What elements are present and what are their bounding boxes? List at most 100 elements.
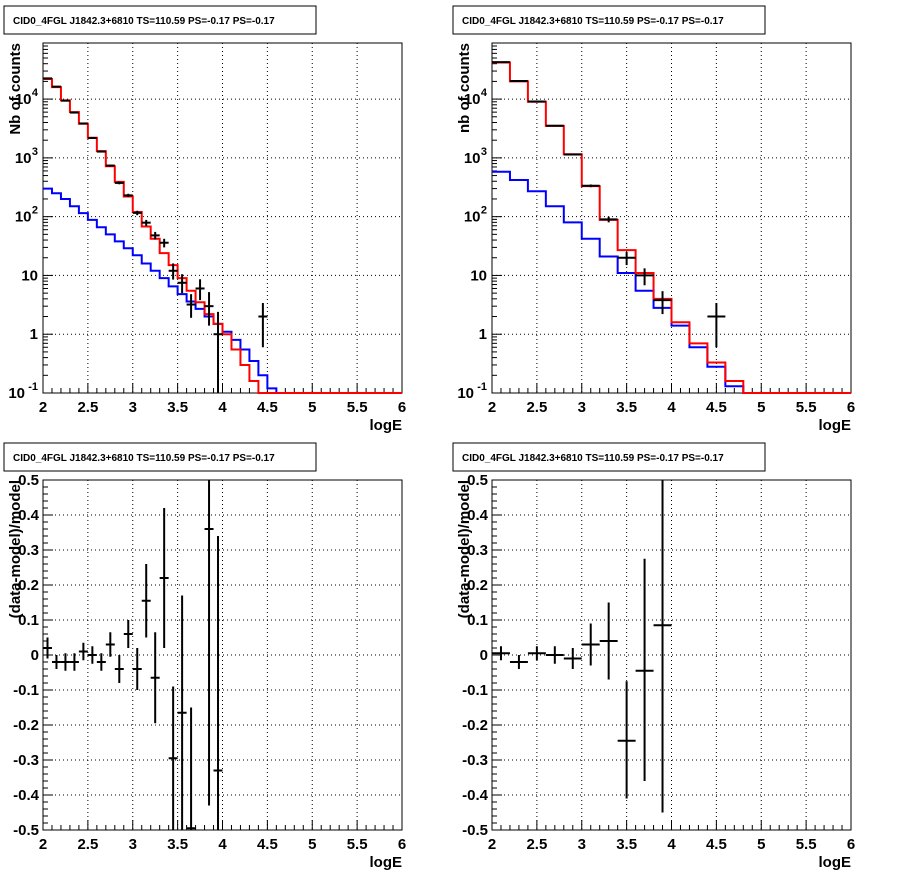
x-tick-label: 5.5 (796, 836, 817, 853)
residual-point (204, 480, 214, 806)
x-tick-label: 6 (398, 399, 406, 416)
y-axis-label: nb of counts (456, 43, 473, 133)
data-point (186, 294, 196, 318)
data-point (105, 164, 115, 167)
x-axis-label: logE (819, 417, 852, 434)
y-tick-label: 10 (15, 209, 32, 226)
y-tick-label: -0.2 (462, 717, 488, 734)
x-tick-label: 4 (218, 836, 227, 853)
panel-counts-right: CID0_4FGL J1842.3+6810 TS=110.59 PS=-0.1… (452, 5, 855, 434)
y-tick-label: 10 (464, 150, 481, 167)
residual-point (141, 564, 151, 638)
residual-point (69, 653, 79, 671)
residual-point (527, 646, 546, 661)
residual-point (96, 653, 106, 671)
x-tick-label: 2.5 (77, 836, 98, 853)
data-point (78, 122, 88, 125)
data-point (51, 85, 61, 88)
y-tick-label: -0.1 (462, 682, 488, 699)
y-tick-label: -0.4 (462, 787, 489, 804)
x-tick-label: 4.5 (257, 836, 278, 853)
y-tick-label: -0.1 (13, 682, 39, 699)
data-point (653, 291, 672, 315)
x-tick-label: 6 (398, 836, 406, 853)
y-tick-label-exponent: 3 (481, 146, 487, 158)
x-tick-label: 4 (667, 836, 676, 853)
x-tick-label: 4.5 (706, 399, 727, 416)
data-point (617, 252, 636, 266)
residual-point (168, 686, 178, 830)
x-tick-label: 5 (757, 399, 765, 416)
x-axis-label: logE (370, 417, 403, 434)
y-tick-label: 10 (8, 385, 25, 402)
residual-point (132, 648, 142, 690)
residual-point (617, 681, 636, 799)
y-tick-label: 0.2 (467, 577, 488, 594)
y-tick-label-exponent: 4 (481, 87, 488, 99)
y-tick-label: 10 (15, 150, 32, 167)
x-tick-label: 3.5 (616, 399, 637, 416)
y-tick-label: -0.3 (13, 752, 39, 769)
y-tick-label: 0.1 (467, 612, 488, 629)
x-tick-label: 4.5 (257, 399, 278, 416)
x-tick-label: 3.5 (167, 836, 188, 853)
data-point (258, 302, 268, 348)
y-tick-label: 0.3 (467, 542, 488, 559)
residual-point (653, 480, 672, 813)
panel-title: CID0_4FGL J1842.3+6810 TS=110.59 PS=-0.1… (13, 16, 275, 27)
x-tick-label: 2 (39, 399, 47, 416)
data-point (43, 77, 52, 80)
x-tick-label: 5.5 (796, 399, 817, 416)
y-tick-label: -0.5 (462, 822, 488, 839)
plot-area: 2 2.5 3 3.5 4 4.5 5 5.5 6 -0.5 -0.4 -0.3 -0.2 -0.1 0 0.… (456, 472, 855, 871)
residual-point (150, 632, 160, 724)
plot-area: 2 2.5 3 3.5 4 4.5 5 5.5 6 -0.5 -0.4 -0.3 -0.2 -0.1 0 0.… (7, 472, 406, 871)
panel-residuals-right: CID0_4FGL J1842.3+6810 TS=110.59 PS=-0.1… (452, 442, 855, 871)
y-tick-label: 0.3 (18, 542, 39, 559)
y-tick-label-exponent: 4 (32, 87, 39, 99)
y-axis-label: (data-model)/model (456, 480, 473, 618)
data-point (177, 274, 187, 294)
x-tick-label: 6 (847, 836, 855, 853)
y-tick-label: 0.5 (18, 472, 39, 489)
title-box (3, 5, 317, 35)
residual-point (492, 646, 510, 661)
data-point (69, 111, 79, 114)
residual-point (78, 642, 88, 661)
y-tick-label-exponent: -1 (28, 381, 38, 393)
title-box (452, 5, 766, 35)
y-axis-label: (data-model)/model (7, 480, 24, 618)
x-tick-label: 3.5 (167, 399, 188, 416)
residual-point (213, 536, 223, 830)
x-tick-label: 3.5 (616, 836, 637, 853)
residual-point (60, 653, 70, 671)
x-tick-label: 5.5 (347, 836, 368, 853)
residual-point (563, 648, 582, 669)
y-tick-label: 0 (480, 647, 488, 664)
x-tick-label: 5.5 (347, 399, 368, 416)
residual-point (635, 558, 654, 781)
residual-point (545, 646, 564, 664)
residual-point (105, 632, 115, 657)
residual-point (43, 637, 52, 659)
x-tick-label: 6 (847, 399, 855, 416)
residual-point (123, 620, 133, 648)
y-tick-label: 10 (464, 91, 481, 108)
data-point (545, 124, 564, 127)
y-tick-label: 10 (15, 91, 32, 108)
data-point (96, 150, 106, 153)
y-tick-label: 10 (464, 209, 481, 226)
data-point (123, 193, 133, 198)
y-tick-label: 10 (457, 385, 474, 402)
data-point (132, 210, 142, 216)
data-point (204, 292, 214, 326)
x-axis-label: logE (819, 854, 852, 871)
model-total-histogram (492, 61, 851, 394)
data-point (141, 219, 151, 226)
data-point (563, 153, 582, 156)
x-axis-label: logE (370, 854, 403, 871)
x-tick-label: 4.5 (706, 836, 727, 853)
residual-point (177, 595, 187, 830)
data-point (509, 80, 528, 83)
